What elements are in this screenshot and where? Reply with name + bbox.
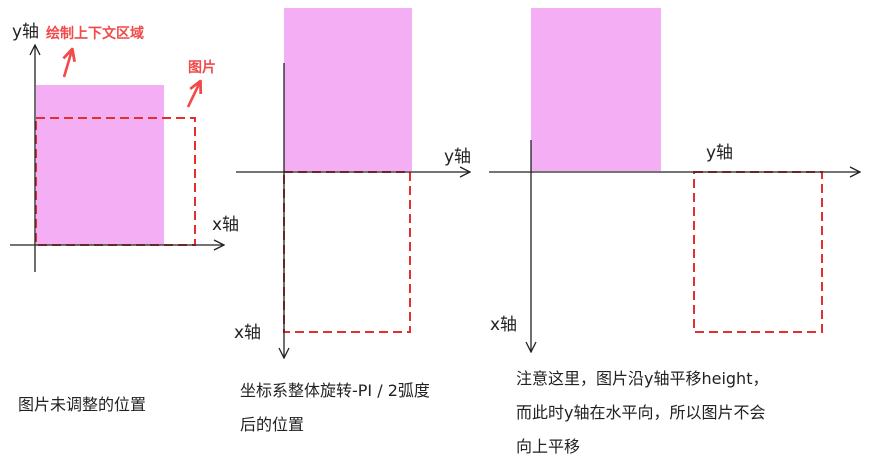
context-dashed-rect: [283, 171, 411, 333]
panel-1: y轴 x轴 绘制上下文区域 图片 图片未调整的位置: [10, 22, 239, 414]
caption-2-line-1: 坐标系整体旋转-PI / 2弧度: [240, 381, 430, 400]
caption-3-line-1: 注意这里，图片沿y轴平移height，: [516, 369, 768, 388]
panel-3: y轴 x轴 注意这里，图片沿y轴平移height， 而此时y轴在水平向，所以图片…: [489, 8, 860, 456]
panel-2: y轴 x轴 坐标系整体旋转-PI / 2弧度 后的位置: [234, 8, 471, 434]
caption-2-line-2: 后的位置: [240, 415, 304, 434]
image-rect: [36, 85, 164, 245]
y-axis-label: y轴: [12, 22, 39, 42]
image-rect: [284, 8, 412, 171]
caption-3-line-3: 向上平移: [516, 437, 580, 456]
image-rect: [531, 8, 661, 171]
context-dashed-rect: [693, 171, 823, 333]
y-axis-label: y轴: [444, 147, 471, 167]
x-axis-label: x轴: [490, 315, 517, 335]
x-axis-label: x轴: [212, 215, 239, 235]
image-arrow: [186, 82, 200, 108]
context-arrow: [64, 50, 72, 78]
caption-1: 图片未调整的位置: [18, 395, 146, 414]
x-axis-label: x轴: [234, 323, 261, 343]
caption-3-line-2: 而此时y轴在水平向，所以图片不会: [516, 403, 765, 422]
image-annotation: 图片: [188, 59, 216, 76]
context-annotation: 绘制上下文区域: [46, 25, 144, 42]
y-axis-label: y轴: [706, 143, 733, 163]
